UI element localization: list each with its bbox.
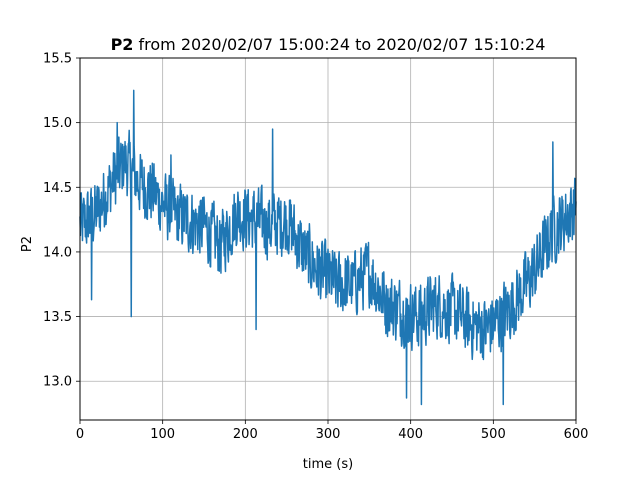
y-tick-label: 15.5 [43,52,72,67]
x-tick-label: 200 [233,427,258,442]
y-tick-label: 13.5 [43,310,72,325]
x-tick-label: 100 [150,427,175,442]
x-tick-label: 0 [76,427,84,442]
y-tick-label: 14.5 [43,181,72,196]
chart-title-bold: P2 [111,35,134,54]
y-axis-label: P2 [20,236,35,252]
series-line [79,89,577,406]
y-tick-label: 14.0 [43,245,72,260]
chart-title-rest: from 2020/02/07 15:00:24 to 2020/02/07 1… [133,35,545,54]
x-tick-label: 600 [564,427,589,442]
x-tick-label: 500 [481,427,506,442]
x-tick-label: 300 [316,427,341,442]
x-tick-label: 400 [398,427,423,442]
y-tick-label: 15.0 [43,116,72,131]
series-group [79,89,577,406]
x-axis-label: time (s) [303,457,353,472]
axis-ticks: 0 100 200 300 400 500 600 13.0 13.5 14.0 14.5 15.0 1… [43,52,588,443]
chart-title: P2 from 2020/02/07 15:00:24 to 2020/02/0… [111,35,546,54]
y-tick-label: 13.0 [43,375,72,390]
